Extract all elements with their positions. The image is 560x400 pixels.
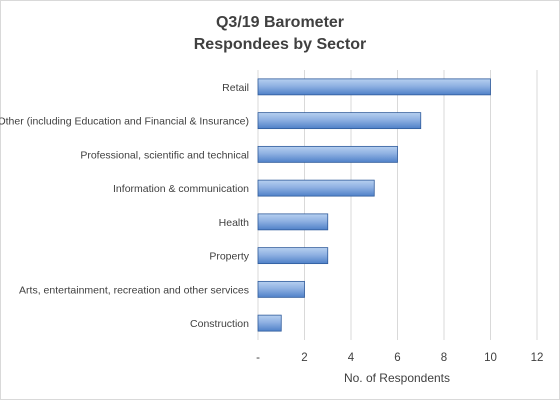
bar-0 [257, 78, 491, 96]
x-tick-label-5: 10 [484, 352, 497, 364]
x-axis-title: No. of Respondents [344, 371, 450, 385]
chart-title: Q3/19 Barometer [215, 14, 345, 31]
bar-3 [257, 179, 375, 197]
category-label-3: Information & communication [113, 183, 249, 195]
bar-1 [257, 112, 422, 130]
category-label-7: Construction [190, 318, 249, 330]
x-tick-label-1: 2 [301, 352, 307, 364]
category-label-0: Retail [222, 82, 249, 94]
x-tick-label-4: 8 [441, 352, 447, 364]
x-tick-label-2: 4 [348, 352, 355, 364]
bar-6 [257, 280, 305, 298]
category-label-2: Professional, scientific and technical [80, 149, 249, 161]
bar-7 [257, 314, 282, 332]
category-label-6: Arts, entertainment, recreation and othe… [19, 284, 249, 296]
bar-2 [257, 145, 398, 163]
bar-5 [257, 247, 329, 265]
chart-subtitle: Respondees by Sector [193, 36, 367, 53]
category-label-4: Health [219, 217, 250, 229]
category-label-1: Other (including Education and Financial… [0, 116, 249, 128]
bar-4 [257, 213, 329, 231]
category-label-5: Property [209, 251, 249, 263]
x-tick-label-0: - [256, 352, 260, 364]
x-tick-label-6: 12 [531, 352, 544, 364]
x-tick-label-3: 6 [394, 352, 400, 364]
